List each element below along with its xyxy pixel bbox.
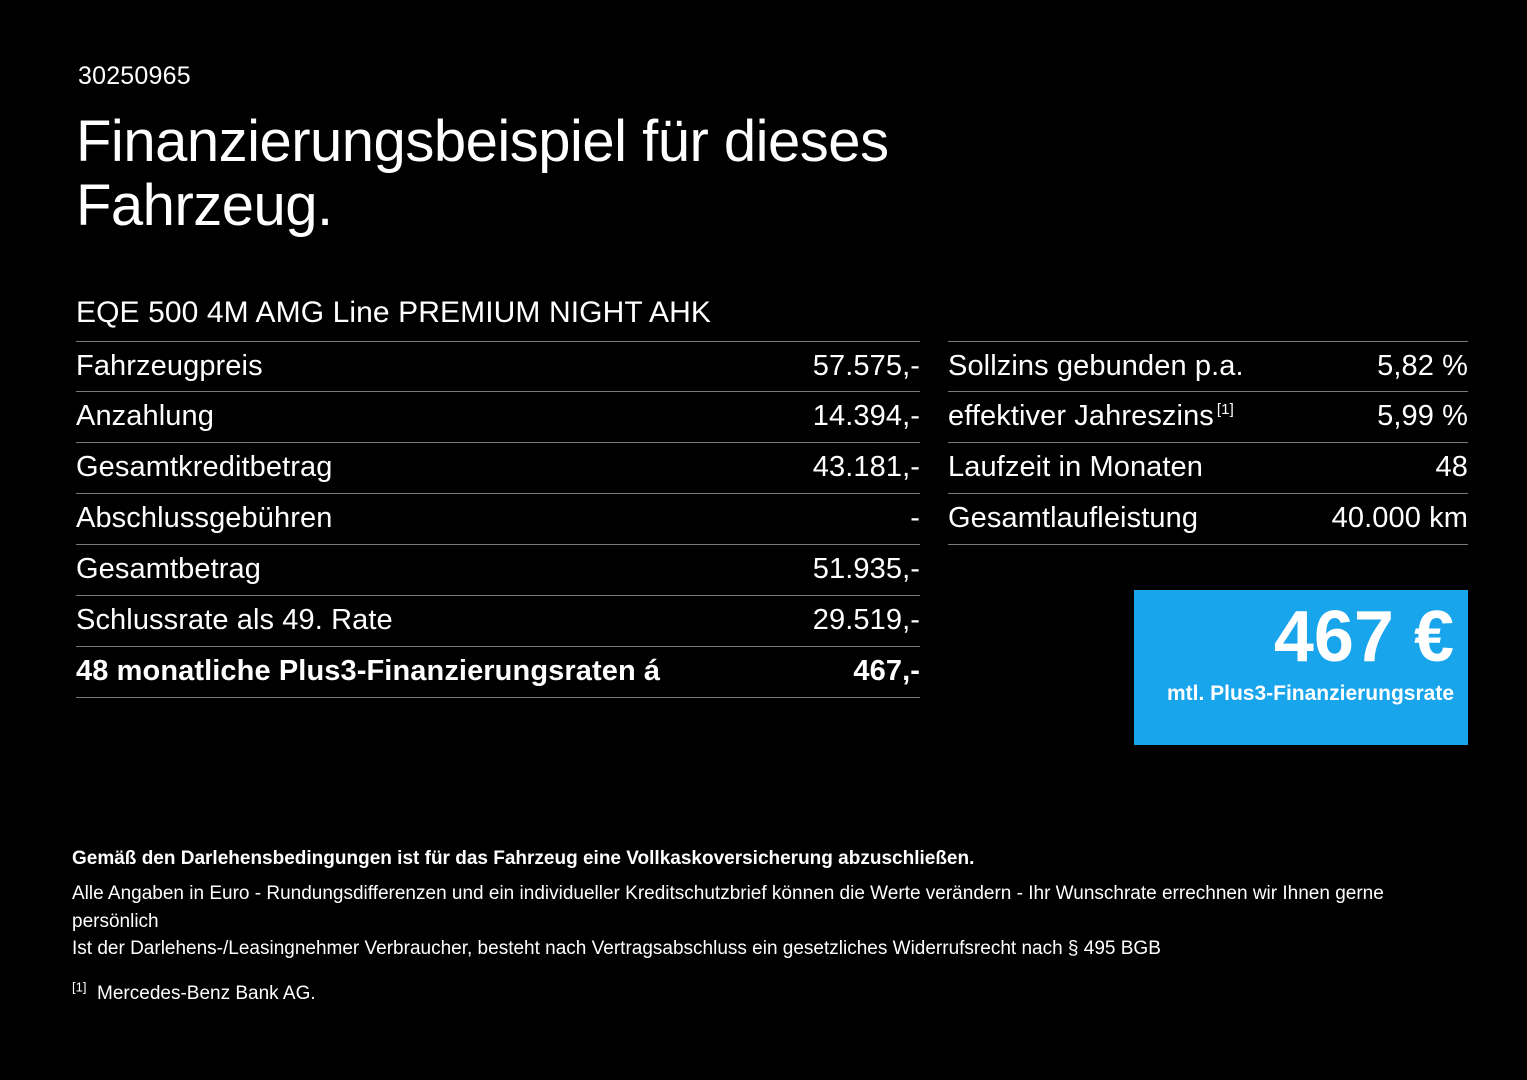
table-row-monthly-rate: 48 monatliche Plus3-Finanzierungsraten á… (76, 647, 920, 698)
row-value: 5,99 % (1377, 400, 1468, 432)
footnote-line-1: Alle Angaben in Euro - Rundungsdifferenz… (72, 883, 1384, 932)
offer-id: 30250965 (78, 62, 191, 90)
footnote-marker-source: [1] (72, 979, 87, 995)
monthly-rate-caption: mtl. Plus3-Finanzierungsrate (1166, 681, 1454, 705)
table-row: Gesamtbetrag 51.935,- (76, 545, 920, 596)
table-row: effektiver Jahreszins [1] 5,99 % (948, 392, 1468, 443)
table-row: Schlussrate als 49. Rate 29.519,- (76, 596, 920, 647)
row-label: 48 monatliche Plus3-Finanzierungsraten á (76, 655, 661, 687)
footnote-line-2: Ist der Darlehens-/Leasingnehmer Verbrau… (72, 938, 1161, 960)
row-label: Gesamtlaufleistung (948, 502, 1199, 534)
row-label: Abschlussgebühren (76, 502, 333, 534)
table-row: Sollzins gebunden p.a. 5,82 % (948, 341, 1468, 392)
table-row: Laufzeit in Monaten 48 (948, 443, 1468, 494)
table-row: Gesamtkreditbetrag 43.181,- (76, 443, 920, 494)
row-value: - (910, 502, 920, 534)
row-value: 5,82 % (1377, 350, 1468, 382)
row-value: 48 (1435, 451, 1468, 483)
footnote-insurance-notice: Gemäß den Darlehensbedingungen ist für d… (72, 848, 975, 869)
financing-terms-table: Sollzins gebunden p.a. 5,82 % effektiver… (948, 341, 1468, 545)
table-row: Gesamtlaufleistung 40.000 km (948, 494, 1468, 545)
row-label: effektiver Jahreszins [1] (948, 400, 1234, 432)
row-label: Fahrzeugpreis (76, 350, 263, 382)
financing-details-table: Fahrzeugpreis 57.575,- Anzahlung 14.394,… (76, 341, 920, 698)
row-value: 40.000 km (1331, 502, 1468, 534)
row-label: Laufzeit in Monaten (948, 451, 1204, 483)
row-value: 43.181,- (812, 451, 920, 483)
row-label: Schlussrate als 49. Rate (76, 604, 393, 636)
table-row: Abschlussgebühren - (76, 494, 920, 545)
row-value: 29.519,- (812, 604, 920, 636)
row-label: Sollzins gebunden p.a. (948, 350, 1244, 382)
row-label: Gesamtkreditbetrag (76, 451, 333, 483)
footnote-marker: [1] (1216, 401, 1234, 419)
row-value: 467,- (853, 655, 920, 687)
row-label: Gesamtbetrag (76, 553, 261, 585)
footnotes: Gemäß den Darlehensbedingungen ist für d… (72, 848, 1472, 1005)
footnote-source: [1] Mercedes-Benz Bank AG. (72, 980, 1472, 1005)
monthly-rate-amount: 467 € (1273, 597, 1454, 677)
row-value: 57.575,- (812, 350, 920, 382)
row-value: 14.394,- (812, 400, 920, 432)
row-label: Anzahlung (76, 400, 214, 432)
monthly-rate-badge: 467 € mtl. Plus3-Finanzierungsrate (1134, 590, 1468, 745)
row-value: 51.935,- (812, 553, 920, 585)
page-title: Finanzierungsbeispiel für dieses Fahrzeu… (76, 109, 889, 238)
table-row: Fahrzeugpreis 57.575,- (76, 341, 920, 392)
vehicle-model-label: EQE 500 4M AMG Line PREMIUM NIGHT AHK (76, 296, 712, 329)
table-row: Anzahlung 14.394,- (76, 392, 920, 443)
footnote-source-text: Mercedes-Benz Bank AG. (97, 982, 316, 1004)
